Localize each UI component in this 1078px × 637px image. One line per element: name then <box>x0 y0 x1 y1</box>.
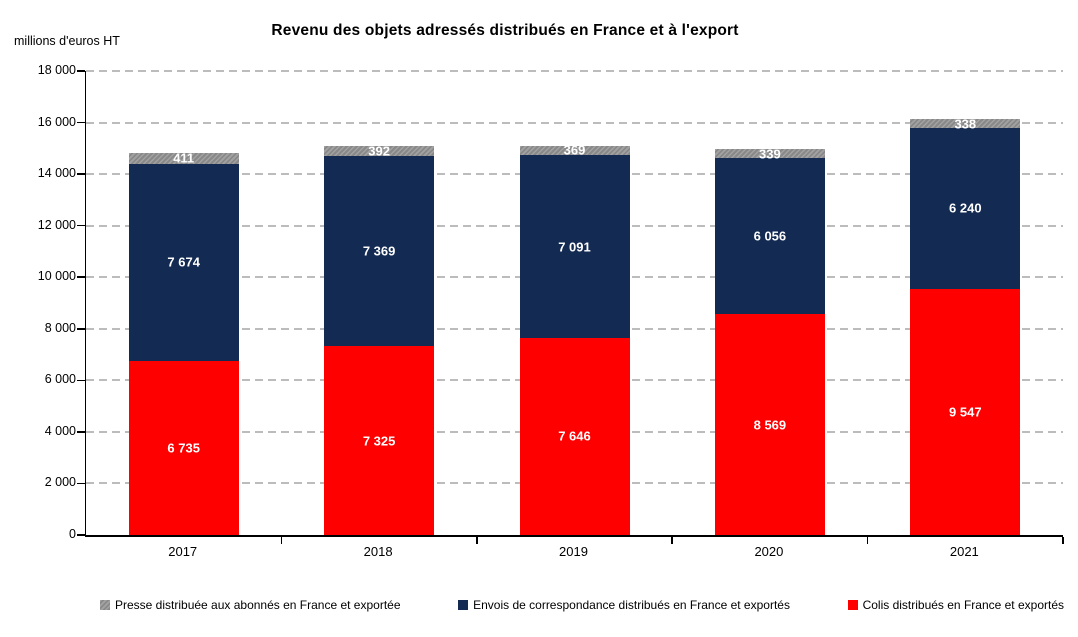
bar-segment-value-label: 7 325 <box>362 433 396 449</box>
bar-segment-value-label: 338 <box>954 116 977 132</box>
y-tick-label: 2 000 <box>44 475 76 490</box>
x-tick-label: 2021 <box>949 544 979 559</box>
bar-segment-value-label: 411 <box>173 150 195 166</box>
y-axis-tick <box>77 534 85 536</box>
bar-segment: 7 325 <box>324 346 435 535</box>
y-axis-tick-labels: 0 2 000 4 000 6 000 8 000 10 000 12 000 14 000 1… <box>0 63 76 541</box>
y-axis-tick <box>77 276 85 278</box>
legend: Presse distribuée aux abonnés en France … <box>100 598 1064 612</box>
x-tick-label: 2019 <box>559 544 588 559</box>
bar-segment-value-label: 7 674 <box>167 254 200 270</box>
bar-segment: 7 646 <box>519 337 630 535</box>
y-tick-label: 4 000 <box>44 423 76 438</box>
bar-2021: 9 547 6 240 338 <box>910 71 1021 535</box>
legend-item: Presse distribuée aux abonnés en France … <box>100 598 401 612</box>
bar-segment: 8 569 <box>714 314 825 535</box>
bar-segment-value-label: 6 240 <box>949 200 982 216</box>
y-axis-tick <box>77 431 85 433</box>
y-tick-label: 0 <box>69 527 76 541</box>
legend-swatch-icon <box>100 600 110 610</box>
gridline <box>86 70 1063 72</box>
y-tick-label: 18 000 <box>37 63 76 77</box>
x-tick-label: 2018 <box>363 544 393 559</box>
bar-segment-value-label: 339 <box>759 146 781 162</box>
bar-segment: 392 <box>324 143 435 159</box>
y-axis-tick <box>77 379 85 382</box>
legend-swatch-icon <box>847 600 858 610</box>
y-axis-tick <box>77 173 85 175</box>
bar-segment-value-label: 369 <box>563 142 586 158</box>
bar-segment: 9 547 <box>910 288 1021 535</box>
bar-segment-value-label: 8 569 <box>753 417 787 433</box>
bar-segment-value-label: 6 056 <box>753 228 787 244</box>
bar-segment: 338 <box>910 116 1021 132</box>
legend-label: Colis distribués en France et exportés <box>862 598 1064 612</box>
y-axis-tick <box>77 328 85 330</box>
bar-segment-value-label: 9 547 <box>949 404 982 420</box>
y-axis-unit-label: millions d'euros HT <box>14 34 120 48</box>
legend-label: Envois de correspondance distribués en F… <box>473 598 790 612</box>
bar-2019: 7 646 7 091 369 <box>519 71 630 535</box>
x-axis-tick <box>671 537 673 544</box>
x-tick-label: 2020 <box>754 544 784 559</box>
bar-segment-value-label: 7 091 <box>558 239 591 255</box>
y-axis-tick <box>77 121 85 124</box>
bar-segment-value-label: 7 646 <box>558 428 591 444</box>
bar-segment: 339 <box>714 146 825 162</box>
bar-segment-value-label: 7 369 <box>362 243 396 259</box>
bar-segment: 6 735 <box>128 361 239 535</box>
y-tick-label: 14 000 <box>37 166 76 181</box>
plot-area: 6 735 7 674 411 7 325 7 369 392 7 646 7 091 369 8… <box>77 70 1064 544</box>
bar-segment: 411 <box>128 150 239 166</box>
bar-2018: 7 325 7 369 392 <box>324 71 435 535</box>
legend-label: Presse distribuée aux abonnés en France … <box>115 598 401 612</box>
y-axis-tick <box>77 482 85 485</box>
chart-title: Revenu des objets adressés distribués en… <box>271 22 739 39</box>
bar-2017: 6 735 7 674 411 <box>128 71 239 535</box>
y-tick-label: 12 000 <box>37 217 76 232</box>
gridline <box>86 121 1063 124</box>
x-axis-tick <box>1062 537 1064 544</box>
bar-segment: 7 091 <box>519 155 630 338</box>
y-tick-label: 16 000 <box>37 114 76 129</box>
x-tick-label: 2017 <box>168 544 198 559</box>
y-tick-label: 6 000 <box>44 372 76 387</box>
legend-swatch-icon <box>458 600 469 610</box>
legend-item: Envois de correspondance distribués en F… <box>458 598 790 612</box>
bar-segment-value-label: 392 <box>368 143 390 159</box>
bar-segment: 6 240 <box>910 128 1021 289</box>
bar-segment-value-label: 6 735 <box>167 440 200 456</box>
y-tick-label: 8 000 <box>44 320 76 335</box>
bar-2020: 8 569 6 056 339 <box>714 71 825 535</box>
bar-segment: 7 674 <box>128 163 239 362</box>
y-axis-tick <box>77 224 85 227</box>
x-axis-tick <box>866 537 869 544</box>
y-axis-tick <box>77 70 85 72</box>
y-tick-label: 10 000 <box>37 269 76 284</box>
x-axis-tick <box>476 537 478 544</box>
x-axis-tick-labels: 2017 2018 2019 2020 2021 <box>85 544 1062 559</box>
x-axis-tick <box>280 537 283 544</box>
bar-segment: 7 369 <box>324 156 435 347</box>
bar-segment: 6 056 <box>714 158 825 315</box>
legend-item: Colis distribués en France et exportés <box>847 598 1064 612</box>
bar-segment: 369 <box>519 142 630 158</box>
